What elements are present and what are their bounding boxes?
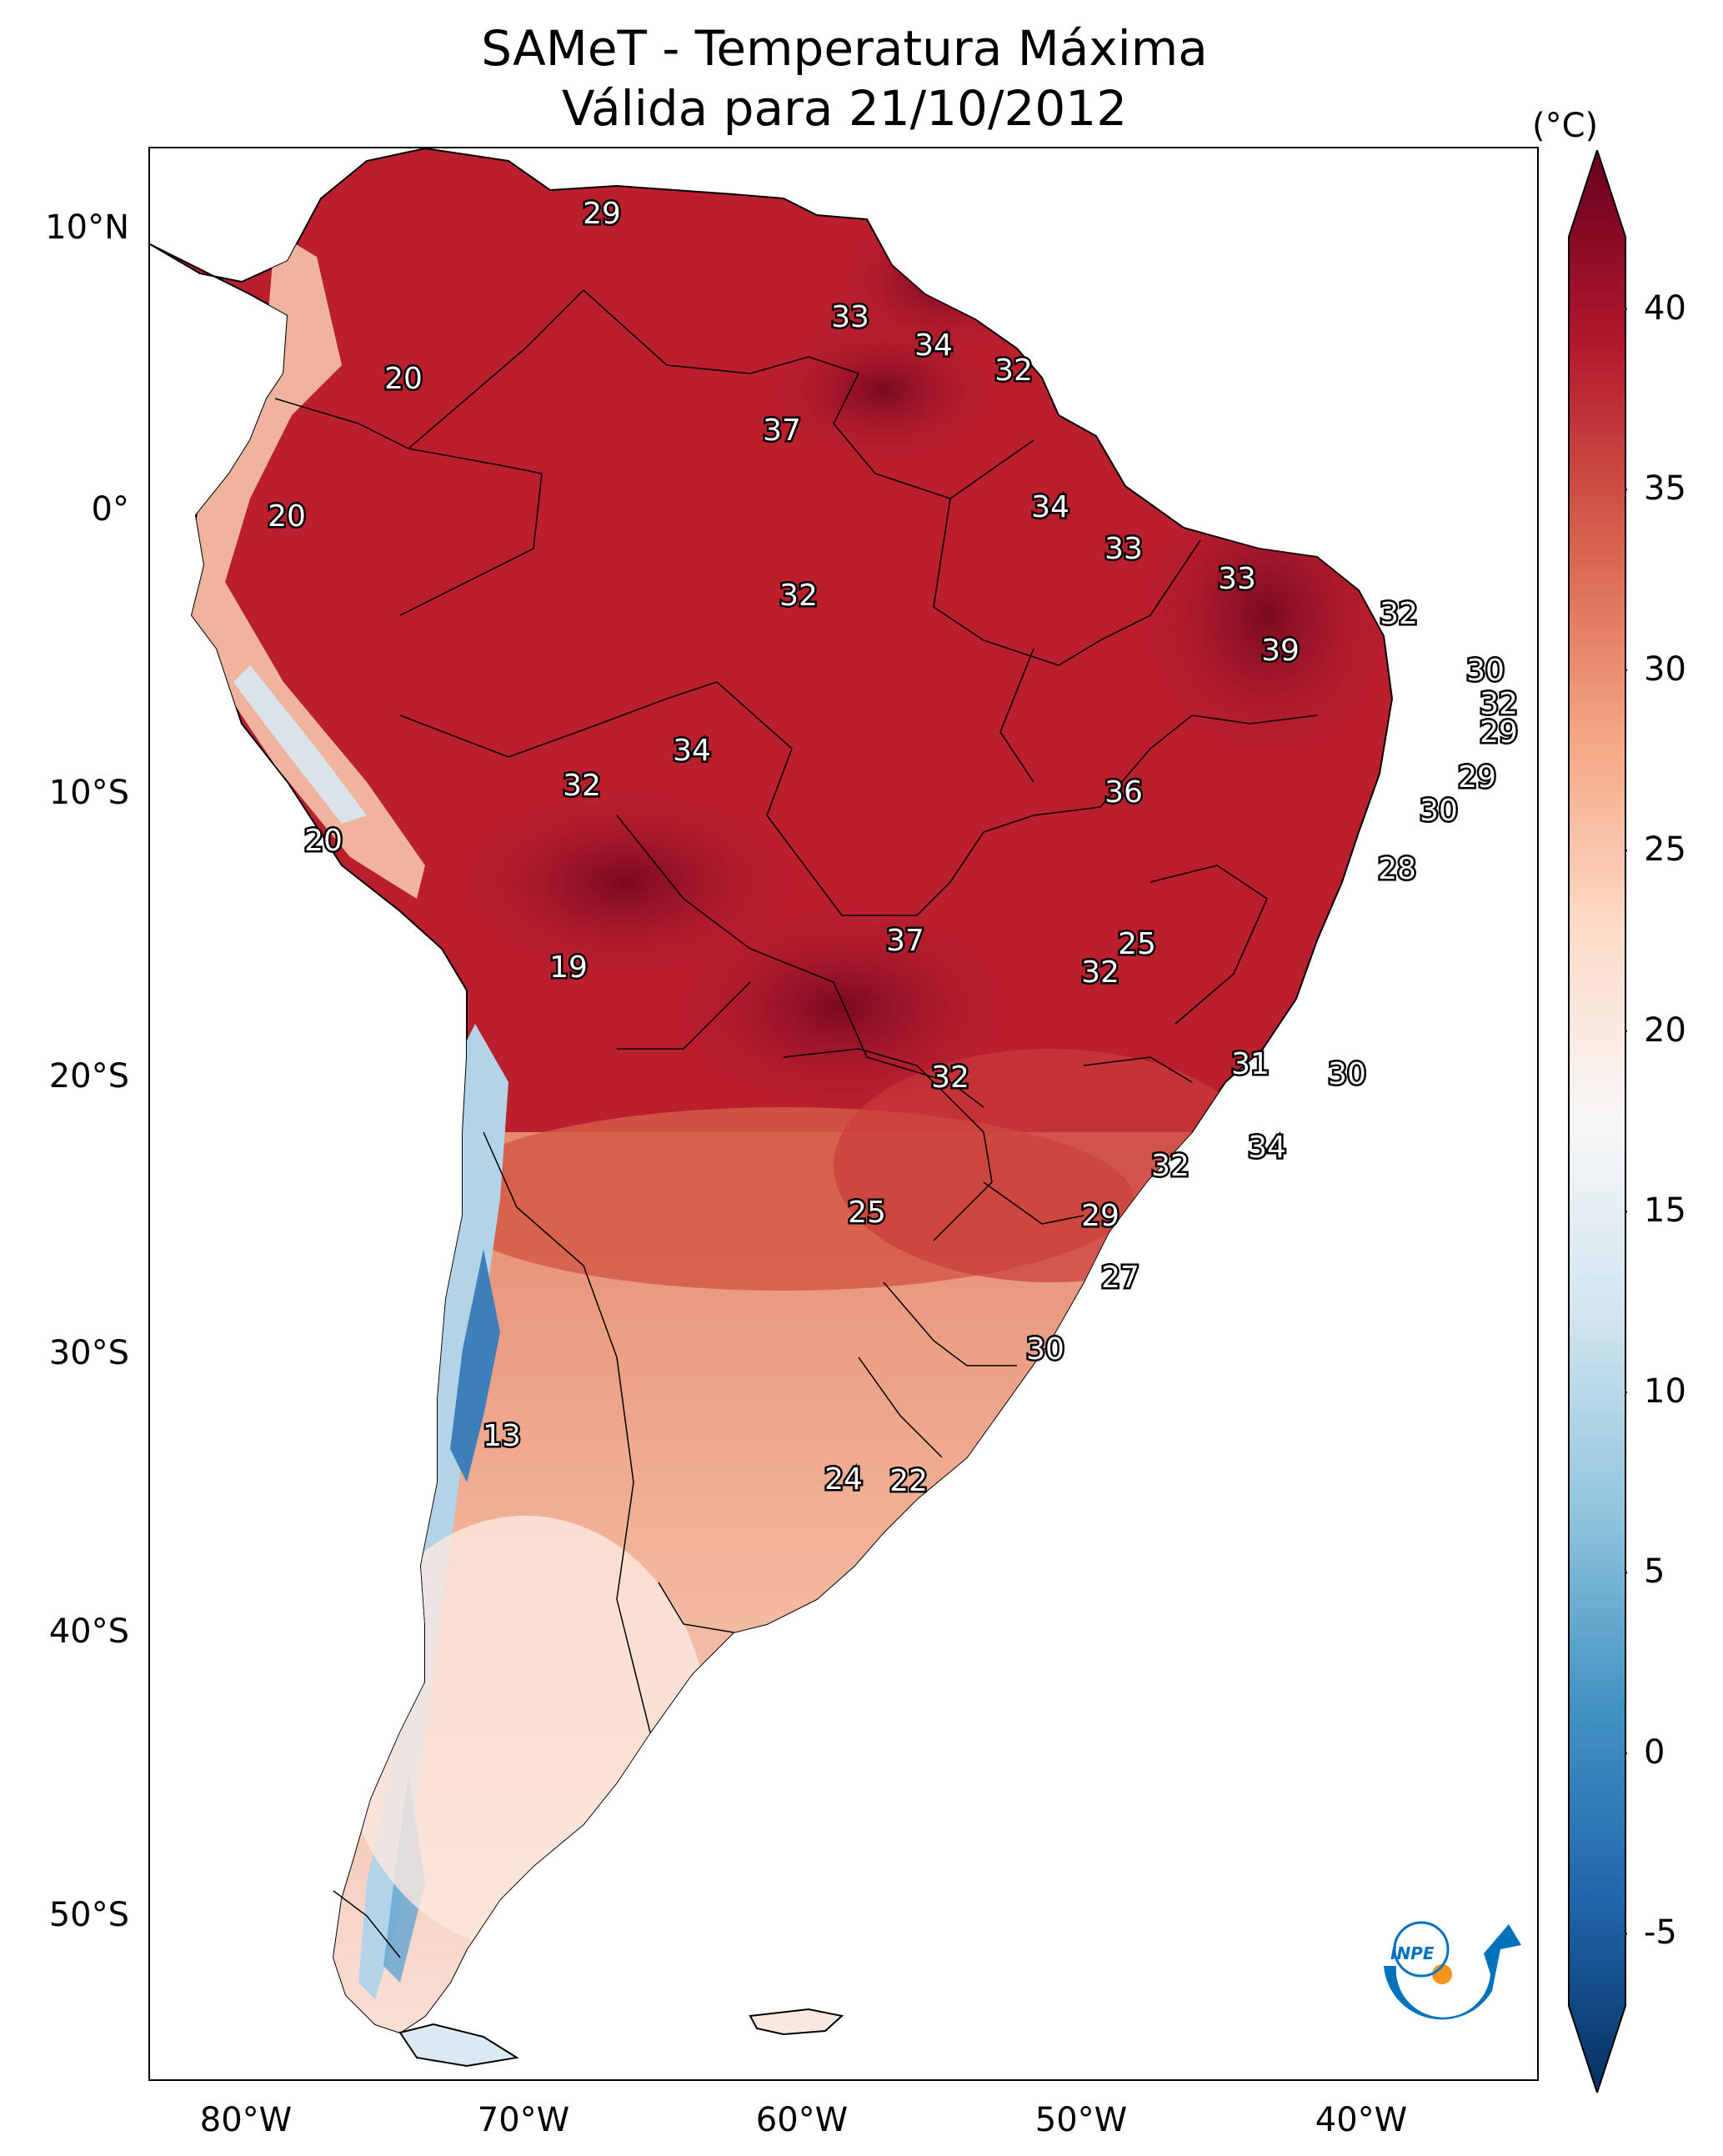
colorbar-tick-label: 5 [1644, 1552, 1665, 1592]
tierra-del-fuego [398, 2023, 519, 2068]
contour-label: 32 [1480, 687, 1518, 721]
contour-label: 24 [824, 1462, 863, 1497]
lon-label-70w: 70°W [477, 2101, 570, 2139]
contour-label: 32 [1380, 597, 1418, 631]
contour-label: 29 [1480, 715, 1518, 750]
inpe-swoosh-icon [1384, 1924, 1521, 2020]
colorbar-tick-label: 20 [1644, 1010, 1686, 1050]
contour-label: 32 [1081, 955, 1119, 990]
contour-label: 32 [994, 353, 1033, 388]
contour-label: 20 [304, 824, 343, 858]
colorbar-tick-label: 10 [1644, 1371, 1686, 1411]
contour-label: 29 [1458, 760, 1496, 795]
colorbar-tick-label: 40 [1644, 288, 1686, 328]
contour-label: 32 [563, 769, 601, 803]
contour-label: 33 [1218, 562, 1256, 596]
temperature-map: 29 33 34 32 20 37 34 33 20 32 33 32 39 3… [150, 148, 1521, 2068]
title-line-1: SAMeT - Temperatura Máxima [481, 20, 1208, 77]
contour-label: 34 [1248, 1131, 1286, 1165]
lon-label-40w: 40°W [1315, 2101, 1408, 2139]
lon-label-80w: 80°W [199, 2101, 293, 2139]
contour-label: 13 [483, 1419, 521, 1453]
colorbar-tick-label: 15 [1644, 1191, 1686, 1231]
contour-label: 37 [886, 924, 924, 958]
contour-label: 30 [1420, 794, 1458, 828]
lat-label-10s: 10°S [48, 774, 129, 812]
contour-label: 19 [549, 950, 588, 985]
contour-label: 28 [1378, 852, 1416, 886]
colorbar-tick-label: 30 [1644, 649, 1686, 689]
colorbar-tick-label: 0 [1644, 1732, 1665, 1772]
contour-label: 25 [848, 1196, 886, 1230]
colorbar-tick-label: 35 [1644, 469, 1686, 509]
lat-label-50s: 50°S [48, 1896, 129, 1934]
contour-label: 34 [1031, 490, 1069, 524]
contour-label: 22 [889, 1464, 928, 1498]
lon-label-50w: 50°W [1034, 2101, 1128, 2139]
contour-label: 31 [1231, 1047, 1270, 1081]
contour-label: 29 [583, 197, 621, 231]
contour-label: 33 [831, 300, 869, 334]
colorbar-unit: (°C) [1532, 107, 1599, 145]
contour-label: 33 [1104, 532, 1143, 566]
contour-label: 25 [1118, 927, 1156, 961]
title-line-2: Válida para 21/10/2012 [561, 80, 1128, 137]
colorbar-tick-label: -5 [1644, 1913, 1677, 1953]
contour-label: 36 [1104, 775, 1143, 810]
contour-label: 32 [931, 1060, 969, 1095]
inpe-logo-text: INPE [1390, 1943, 1435, 1963]
contour-label: 39 [1261, 634, 1300, 668]
contour-label: 30 [1466, 654, 1505, 688]
lat-label-20s: 20°S [48, 1057, 129, 1096]
contour-labels: 29 33 34 32 20 37 34 33 20 32 33 32 39 3… [266, 195, 1520, 1501]
lat-label-30s: 30°S [48, 1334, 129, 1372]
inpe-logo: INPE [1384, 1921, 1521, 2020]
contour-label: 20 [384, 362, 423, 396]
lat-label-0: 0° [91, 490, 129, 529]
contour-label: 32 [779, 579, 818, 613]
contour-label: 27 [1101, 1261, 1139, 1295]
falkland-islands [749, 2008, 844, 2036]
map-panel: 29 33 34 32 20 37 34 33 20 32 33 32 39 3… [148, 147, 1539, 2081]
contour-label: 37 [763, 414, 801, 448]
contour-label: 29 [1081, 1199, 1119, 1233]
map-title: SAMeT - Temperatura Máxima Válida para 2… [148, 18, 1540, 138]
contour-label: 34 [914, 328, 953, 363]
lat-label-10n: 10°N [45, 208, 129, 247]
contour-label: 20 [268, 499, 306, 534]
colorbar [1568, 150, 1627, 2093]
colorbar-tick-label: 25 [1644, 830, 1686, 870]
colorbar-body [1568, 150, 1626, 2093]
contour-label: 32 [1151, 1149, 1190, 1183]
contour-label: 30 [1328, 1057, 1366, 1091]
lat-label-40s: 40°S [48, 1612, 129, 1651]
contour-label: 30 [1026, 1332, 1064, 1366]
lon-label-60w: 60°W [755, 2101, 849, 2139]
contour-label: 34 [673, 734, 711, 768]
country-borders [274, 289, 1318, 1958]
